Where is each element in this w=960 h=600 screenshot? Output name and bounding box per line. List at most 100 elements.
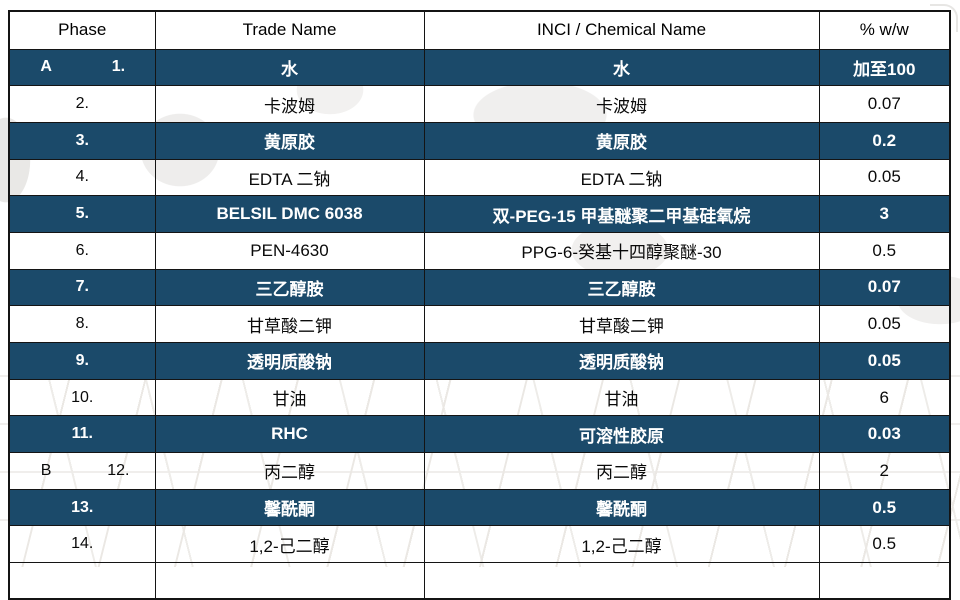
formulation-table: Phase Trade Name INCI / Chemical Name % … xyxy=(8,10,951,600)
phase-cell-layout: 10. xyxy=(10,388,154,407)
phase-number: 5. xyxy=(75,205,89,223)
inci-cell: PPG-6-癸基十四醇聚醚-30 xyxy=(423,231,820,270)
table-row: 3. 黄原胶 黄原胶 0.2 xyxy=(8,121,951,160)
rounded-corner-decoration xyxy=(930,4,958,32)
inci-cell: 甘草酸二钾 xyxy=(423,305,820,343)
table-row: 14. 1,2-己二醇 1,2-己二醇 0.5 xyxy=(8,525,951,564)
phase-cell: 4. xyxy=(8,158,156,197)
inci-cell: 卡波姆 xyxy=(423,85,820,123)
inci-cell: 双-PEG-15 甲基醚聚二甲基硅氧烷 xyxy=(423,195,820,233)
trade-name-cell: 甘油 xyxy=(154,378,425,417)
phase-number: 4. xyxy=(75,168,89,186)
inci-cell: 可溶性胶原 xyxy=(423,415,820,454)
trade-name-cell: 馨酰酮 xyxy=(154,488,425,527)
col-header-inci-chemical-name: INCI / Chemical Name xyxy=(423,10,820,50)
table-row: 4. EDTA 二钠 EDTA 二钠 0.05 xyxy=(8,158,951,197)
percent-ww-cell: 0.03 xyxy=(818,415,951,454)
table-row: B 12. 丙二醇 丙二醇 2 xyxy=(8,452,951,490)
inci-cell: 甘油 xyxy=(423,378,820,417)
phase-cell: 8. xyxy=(8,305,156,343)
col-header-phase: Phase xyxy=(8,10,156,50)
trade-name-cell: BELSIL DMC 6038 xyxy=(154,195,425,233)
phase-cell-layout: B 12. xyxy=(10,461,154,480)
table-row: 2. 卡波姆 卡波姆 0.07 xyxy=(8,85,951,123)
table-row: 8. 甘草酸二钾 甘草酸二钾 0.05 xyxy=(8,305,951,343)
phase-cell-layout: 14. xyxy=(10,535,154,553)
percent-ww-cell: 0.07 xyxy=(818,268,951,307)
phase-number: 11. xyxy=(71,425,93,443)
phase-letter: B xyxy=(40,461,52,479)
phase-cell: 6. xyxy=(8,231,156,270)
trade-name-cell xyxy=(154,562,425,600)
trade-name-cell: 黄原胶 xyxy=(154,121,425,160)
phase-number: 10. xyxy=(71,388,94,406)
inci-cell: 透明质酸钠 xyxy=(423,342,820,380)
percent-ww-cell xyxy=(818,562,951,600)
table-row xyxy=(8,562,951,600)
percent-ww-cell: 2 xyxy=(818,452,951,490)
phase-cell-layout: 8. xyxy=(10,315,154,333)
inci-cell: EDTA 二钠 xyxy=(423,158,820,197)
header-row: Phase Trade Name INCI / Chemical Name % … xyxy=(8,10,951,50)
table-row: 9. 透明质酸钠 透明质酸钠 0.05 xyxy=(8,342,951,380)
table-row: 13. 馨酰酮 馨酰酮 0.5 xyxy=(8,488,951,527)
percent-ww-cell: 3 xyxy=(818,195,951,233)
table-row: 11. RHC 可溶性胶原 0.03 xyxy=(8,415,951,454)
phase-cell: A 1. xyxy=(8,48,156,87)
trade-name-cell: EDTA 二钠 xyxy=(154,158,425,197)
phase-number: 2. xyxy=(75,95,89,113)
phase-number: 7. xyxy=(75,278,89,296)
percent-ww-cell: 0.5 xyxy=(818,525,951,564)
trade-name-cell: 甘草酸二钾 xyxy=(154,305,425,343)
trade-name-cell: 透明质酸钠 xyxy=(154,342,425,380)
inci-cell: 黄原胶 xyxy=(423,121,820,160)
table-body: A 1. 水 水 加至100 2. 卡波姆 卡波姆 0.07 3. 黄原胶 黄原… xyxy=(8,48,951,600)
percent-ww-cell: 加至100 xyxy=(818,48,951,87)
trade-name-cell: PEN-4630 xyxy=(154,231,425,270)
phase-cell: 11. xyxy=(8,415,156,454)
col-header-trade-name: Trade Name xyxy=(154,10,425,50)
phase-number: 6. xyxy=(75,241,89,259)
inci-cell: 馨酰酮 xyxy=(423,488,820,527)
percent-ww-cell: 0.05 xyxy=(818,158,951,197)
phase-cell: B 12. xyxy=(8,452,156,490)
phase-cell: 10. xyxy=(8,378,156,417)
inci-cell: 丙二醇 xyxy=(423,452,820,490)
phase-cell-layout: 5. xyxy=(10,205,154,223)
inci-cell: 三乙醇胺 xyxy=(423,268,820,307)
col-header-percent-ww: % w/w xyxy=(818,10,951,50)
phase-cell: 7. xyxy=(8,268,156,307)
trade-name-cell: 三乙醇胺 xyxy=(154,268,425,307)
phase-number: 1. xyxy=(111,58,126,76)
percent-ww-cell: 0.2 xyxy=(818,121,951,160)
table-row: 6. PEN-4630 PPG-6-癸基十四醇聚醚-30 0.5 xyxy=(8,231,951,270)
percent-ww-cell: 0.5 xyxy=(818,488,951,527)
phase-cell-layout: 4. xyxy=(10,168,154,186)
inci-cell xyxy=(423,562,820,600)
phase-cell: 5. xyxy=(8,195,156,233)
phase-cell-layout: 6. xyxy=(10,241,154,260)
table-row: A 1. 水 水 加至100 xyxy=(8,48,951,87)
phase-cell: 13. xyxy=(8,488,156,527)
trade-name-cell: 卡波姆 xyxy=(154,85,425,123)
phase-number: 14. xyxy=(71,535,94,553)
phase-cell xyxy=(8,562,156,600)
percent-ww-cell: 0.05 xyxy=(818,305,951,343)
inci-cell: 水 xyxy=(423,48,820,87)
trade-name-cell: 1,2-己二醇 xyxy=(154,525,425,564)
trade-name-cell: 水 xyxy=(154,48,425,87)
phase-cell: 9. xyxy=(8,342,156,380)
trade-name-cell: RHC xyxy=(154,415,425,454)
percent-ww-cell: 6 xyxy=(818,378,951,417)
phase-number: 8. xyxy=(75,315,89,333)
phase-cell-layout: 11. xyxy=(10,425,154,443)
phase-cell: 2. xyxy=(8,85,156,123)
inci-cell: 1,2-己二醇 xyxy=(423,525,820,564)
phase-cell-layout: 9. xyxy=(10,352,154,370)
phase-number: 13. xyxy=(71,498,94,516)
table-row: 10. 甘油 甘油 6 xyxy=(8,378,951,417)
phase-number: 3. xyxy=(75,131,89,149)
percent-ww-cell: 0.07 xyxy=(818,85,951,123)
phase-cell-layout: A 1. xyxy=(10,58,154,76)
phase-cell-layout: 7. xyxy=(10,278,154,296)
